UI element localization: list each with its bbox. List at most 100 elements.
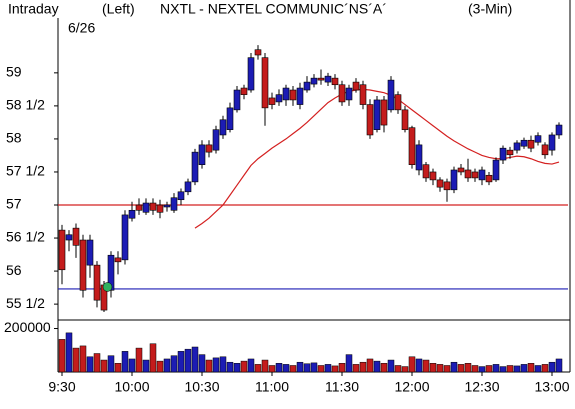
candle-body <box>114 257 122 263</box>
period-label: Intraday <box>8 1 59 17</box>
volume-bar <box>240 360 248 373</box>
volume-bar <box>429 363 437 373</box>
candle-body <box>275 94 283 103</box>
candle-body <box>149 202 157 211</box>
volume-bar <box>303 363 311 373</box>
x-tick-label: 10:30 <box>184 379 219 395</box>
side-label: (Left) <box>102 1 135 17</box>
candle-body <box>401 109 409 130</box>
candle-body <box>345 87 353 101</box>
candle-body <box>233 89 241 111</box>
x-tick-label: 12:30 <box>464 379 499 395</box>
candle-body <box>324 75 332 83</box>
candle-body <box>107 254 115 291</box>
volume-bar <box>121 351 129 373</box>
volume-bar <box>541 364 549 373</box>
volume-bar <box>394 365 402 373</box>
candle-body <box>380 99 388 126</box>
candle-body <box>450 169 458 191</box>
candle-body <box>296 87 304 105</box>
candle-body <box>205 144 213 153</box>
signal-dot <box>102 282 113 292</box>
y-tick-label: 59 <box>6 64 22 80</box>
volume-bar <box>163 358 171 373</box>
candle-body <box>93 264 101 301</box>
candle-body <box>534 135 542 143</box>
candle-body <box>541 144 549 156</box>
candle-body <box>436 179 444 188</box>
candle-body <box>247 57 255 91</box>
candle-body <box>422 164 430 179</box>
candle-body <box>177 191 185 201</box>
candle-body <box>65 234 73 241</box>
volume-bar <box>233 363 241 373</box>
interval-label: (3-Min) <box>468 1 512 17</box>
volume-bar <box>373 360 381 373</box>
candle-body <box>128 209 136 219</box>
candle-body <box>352 81 360 91</box>
candle-body <box>72 227 80 246</box>
date-label: 6/26 <box>68 20 95 36</box>
volume-bar <box>268 365 276 373</box>
volume-bar <box>317 365 325 373</box>
volume-bar <box>177 351 185 373</box>
y-tick-label: 57 1/2 <box>6 163 45 179</box>
volume-bar <box>478 366 486 373</box>
x-tick-label: 11:00 <box>255 379 289 395</box>
x-tick-label: 13:00 <box>534 379 569 395</box>
candle-body <box>254 49 262 56</box>
candle-body <box>359 84 367 105</box>
volume-bar <box>86 356 94 373</box>
volume-bar <box>254 364 262 373</box>
candle-body <box>520 139 528 147</box>
candle-body <box>226 107 234 130</box>
volume-tick-label: 200000 <box>4 319 51 335</box>
candle-body <box>135 204 143 211</box>
volume-bar <box>534 365 542 373</box>
y-tick-label: 58 <box>6 130 22 146</box>
candle-body <box>394 94 402 111</box>
candle-body <box>142 202 150 213</box>
candle-body <box>156 204 164 213</box>
volume-bar <box>296 361 304 373</box>
volume-bar <box>443 365 451 373</box>
candle-body <box>58 229 66 271</box>
candle-body <box>492 159 500 181</box>
y-tick-label: 56 <box>6 262 22 278</box>
volume-bar <box>513 365 521 373</box>
candle-body <box>548 134 556 151</box>
candle-body <box>457 167 465 173</box>
volume-bar <box>338 363 346 373</box>
candle-body <box>471 171 479 179</box>
x-tick-label: 11:30 <box>325 379 359 395</box>
candle-body <box>303 81 311 91</box>
volume-bar <box>282 364 290 373</box>
moving-average <box>194 88 560 229</box>
candle-body <box>163 204 171 208</box>
volume-bar <box>380 363 388 373</box>
candle-body <box>555 124 563 136</box>
volume-bar <box>261 359 269 373</box>
candle-body <box>373 99 381 130</box>
volume-bar <box>58 339 66 373</box>
candle-body <box>86 239 94 266</box>
volume-bar <box>555 358 563 373</box>
candle-body <box>282 87 290 101</box>
volume-bar <box>310 362 318 373</box>
volume-bar <box>345 354 353 373</box>
y-tick-label: 58 1/2 <box>6 97 45 113</box>
candle-body <box>317 77 325 81</box>
candle-body <box>478 169 486 181</box>
volume-bar <box>359 361 367 373</box>
candle-body <box>443 181 451 191</box>
volume-bar <box>198 354 206 373</box>
candle-body <box>485 174 493 183</box>
volume-bar <box>422 359 430 373</box>
volume-bar <box>352 364 360 373</box>
candle-body <box>366 104 374 136</box>
candle-body <box>240 87 248 95</box>
volume-bar <box>205 359 213 373</box>
volume-bar <box>324 364 332 373</box>
candle-body <box>268 97 276 105</box>
volume-bar <box>506 365 514 373</box>
